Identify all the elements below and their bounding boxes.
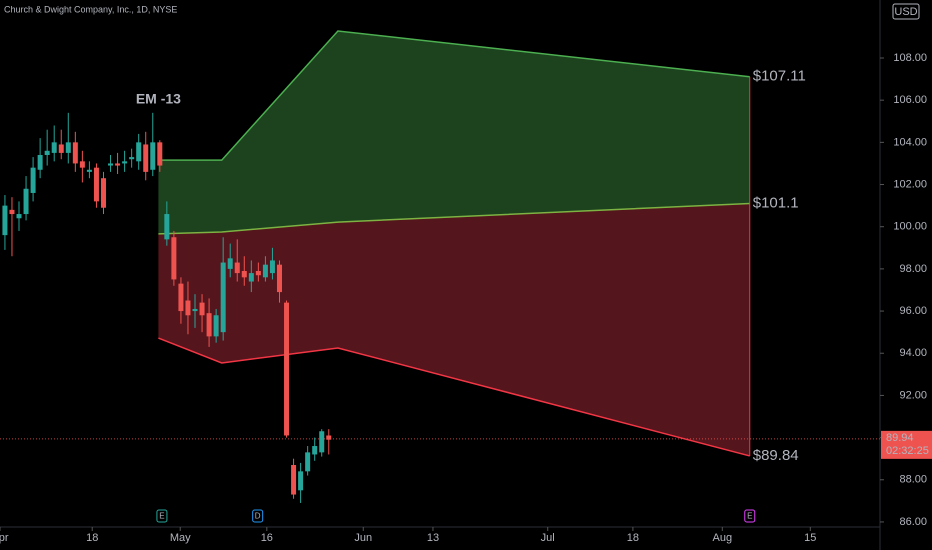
candle-body bbox=[192, 308, 198, 312]
y-tick-label: 98.00 bbox=[899, 263, 927, 275]
y-tick-label: 106.00 bbox=[893, 94, 927, 106]
candle-body bbox=[206, 313, 212, 337]
candle-body bbox=[129, 157, 135, 160]
candle-body bbox=[9, 209, 15, 215]
chart-title: Church & Dwight Company, Inc., 1D, NYSE bbox=[4, 4, 177, 14]
x-tick-label: Aug bbox=[713, 532, 733, 544]
candle-body bbox=[312, 446, 318, 455]
event-label: E bbox=[747, 512, 752, 521]
candle-body bbox=[220, 262, 226, 333]
candle-body bbox=[178, 283, 184, 312]
event-marker bbox=[744, 509, 756, 523]
upper-band bbox=[158, 31, 750, 234]
candle-body bbox=[298, 471, 304, 491]
x-tick-label: 18 bbox=[86, 532, 98, 544]
candle-body bbox=[241, 270, 247, 278]
y-tick-label: 94.00 bbox=[899, 347, 927, 359]
candle-body bbox=[227, 258, 233, 269]
candle-body bbox=[213, 315, 219, 337]
x-tick-label: May bbox=[170, 532, 191, 544]
x-tick-label: 15 bbox=[804, 532, 816, 544]
candle-body bbox=[199, 302, 205, 316]
candle-body bbox=[72, 142, 78, 164]
price-tag bbox=[881, 430, 932, 459]
candle-body bbox=[276, 264, 282, 293]
y-tick-label: 102.00 bbox=[893, 178, 927, 190]
y-tick-label: 100.00 bbox=[893, 221, 927, 233]
y-tick-label: 88.00 bbox=[899, 474, 927, 486]
currency-box[interactable] bbox=[892, 3, 920, 20]
candle-body bbox=[143, 144, 149, 172]
candle-body bbox=[30, 167, 36, 193]
candle-body bbox=[269, 260, 275, 274]
candle-body bbox=[157, 142, 163, 166]
y-tick-label: 108.00 bbox=[893, 52, 927, 64]
lower-band bbox=[158, 203, 750, 456]
candle-body bbox=[37, 155, 43, 170]
event-label: E bbox=[159, 512, 164, 521]
y-tick-label: 104.00 bbox=[893, 136, 927, 148]
candle-body bbox=[255, 270, 261, 276]
end-label: $101.1 bbox=[753, 194, 799, 211]
x-tick-label: 13 bbox=[427, 532, 439, 544]
candle-body bbox=[234, 262, 240, 274]
candle-body bbox=[115, 163, 121, 166]
candle-body bbox=[16, 214, 22, 219]
middle-line bbox=[158, 202, 750, 235]
event-marker bbox=[252, 509, 264, 523]
x-tick-label: 16 bbox=[261, 532, 273, 544]
y-tick-label: 86.00 bbox=[899, 516, 927, 528]
candle-body bbox=[51, 142, 57, 153]
price-tag-countdown: 02:32:25 bbox=[886, 445, 929, 457]
x-tick-label: Apr bbox=[0, 532, 9, 544]
x-tick-label: Jun bbox=[354, 532, 372, 544]
event-label: D bbox=[255, 512, 261, 521]
candle-body bbox=[108, 163, 114, 166]
candle-body bbox=[86, 169, 92, 172]
x-tick-label: Jul bbox=[541, 532, 555, 544]
candle-body bbox=[2, 205, 8, 236]
x-tick-label: 18 bbox=[627, 532, 639, 544]
candle-body bbox=[291, 465, 297, 495]
lower-line bbox=[158, 337, 750, 457]
y-tick-label: 96.00 bbox=[899, 305, 927, 317]
candle-body bbox=[44, 150, 50, 156]
upper-line bbox=[158, 30, 750, 161]
candle-body bbox=[326, 435, 332, 440]
end-label: $89.84 bbox=[753, 447, 799, 464]
candle-body bbox=[100, 178, 106, 208]
candle-body bbox=[93, 167, 99, 202]
y-tick-label: 92.00 bbox=[899, 389, 927, 401]
candle-body bbox=[58, 144, 64, 153]
candle-body bbox=[164, 214, 170, 240]
candle-body bbox=[65, 142, 71, 153]
candle-body bbox=[185, 300, 191, 316]
candle-body bbox=[136, 142, 142, 162]
candle-body bbox=[122, 161, 128, 164]
candle-body bbox=[284, 302, 290, 436]
event-marker bbox=[156, 509, 168, 523]
candle-body bbox=[150, 142, 156, 170]
candle-body bbox=[319, 431, 325, 453]
candle-body bbox=[262, 264, 268, 278]
candle-body bbox=[171, 237, 177, 280]
candle-body bbox=[23, 188, 29, 215]
candle-body bbox=[305, 452, 311, 472]
candle-body bbox=[79, 161, 85, 168]
price-tag-value: 89.94 bbox=[886, 432, 914, 444]
end-label: $107.11 bbox=[753, 68, 806, 85]
currency[interactable]: USD bbox=[894, 6, 917, 18]
em-label: EM -13 bbox=[136, 91, 181, 107]
candle-body bbox=[248, 273, 254, 282]
